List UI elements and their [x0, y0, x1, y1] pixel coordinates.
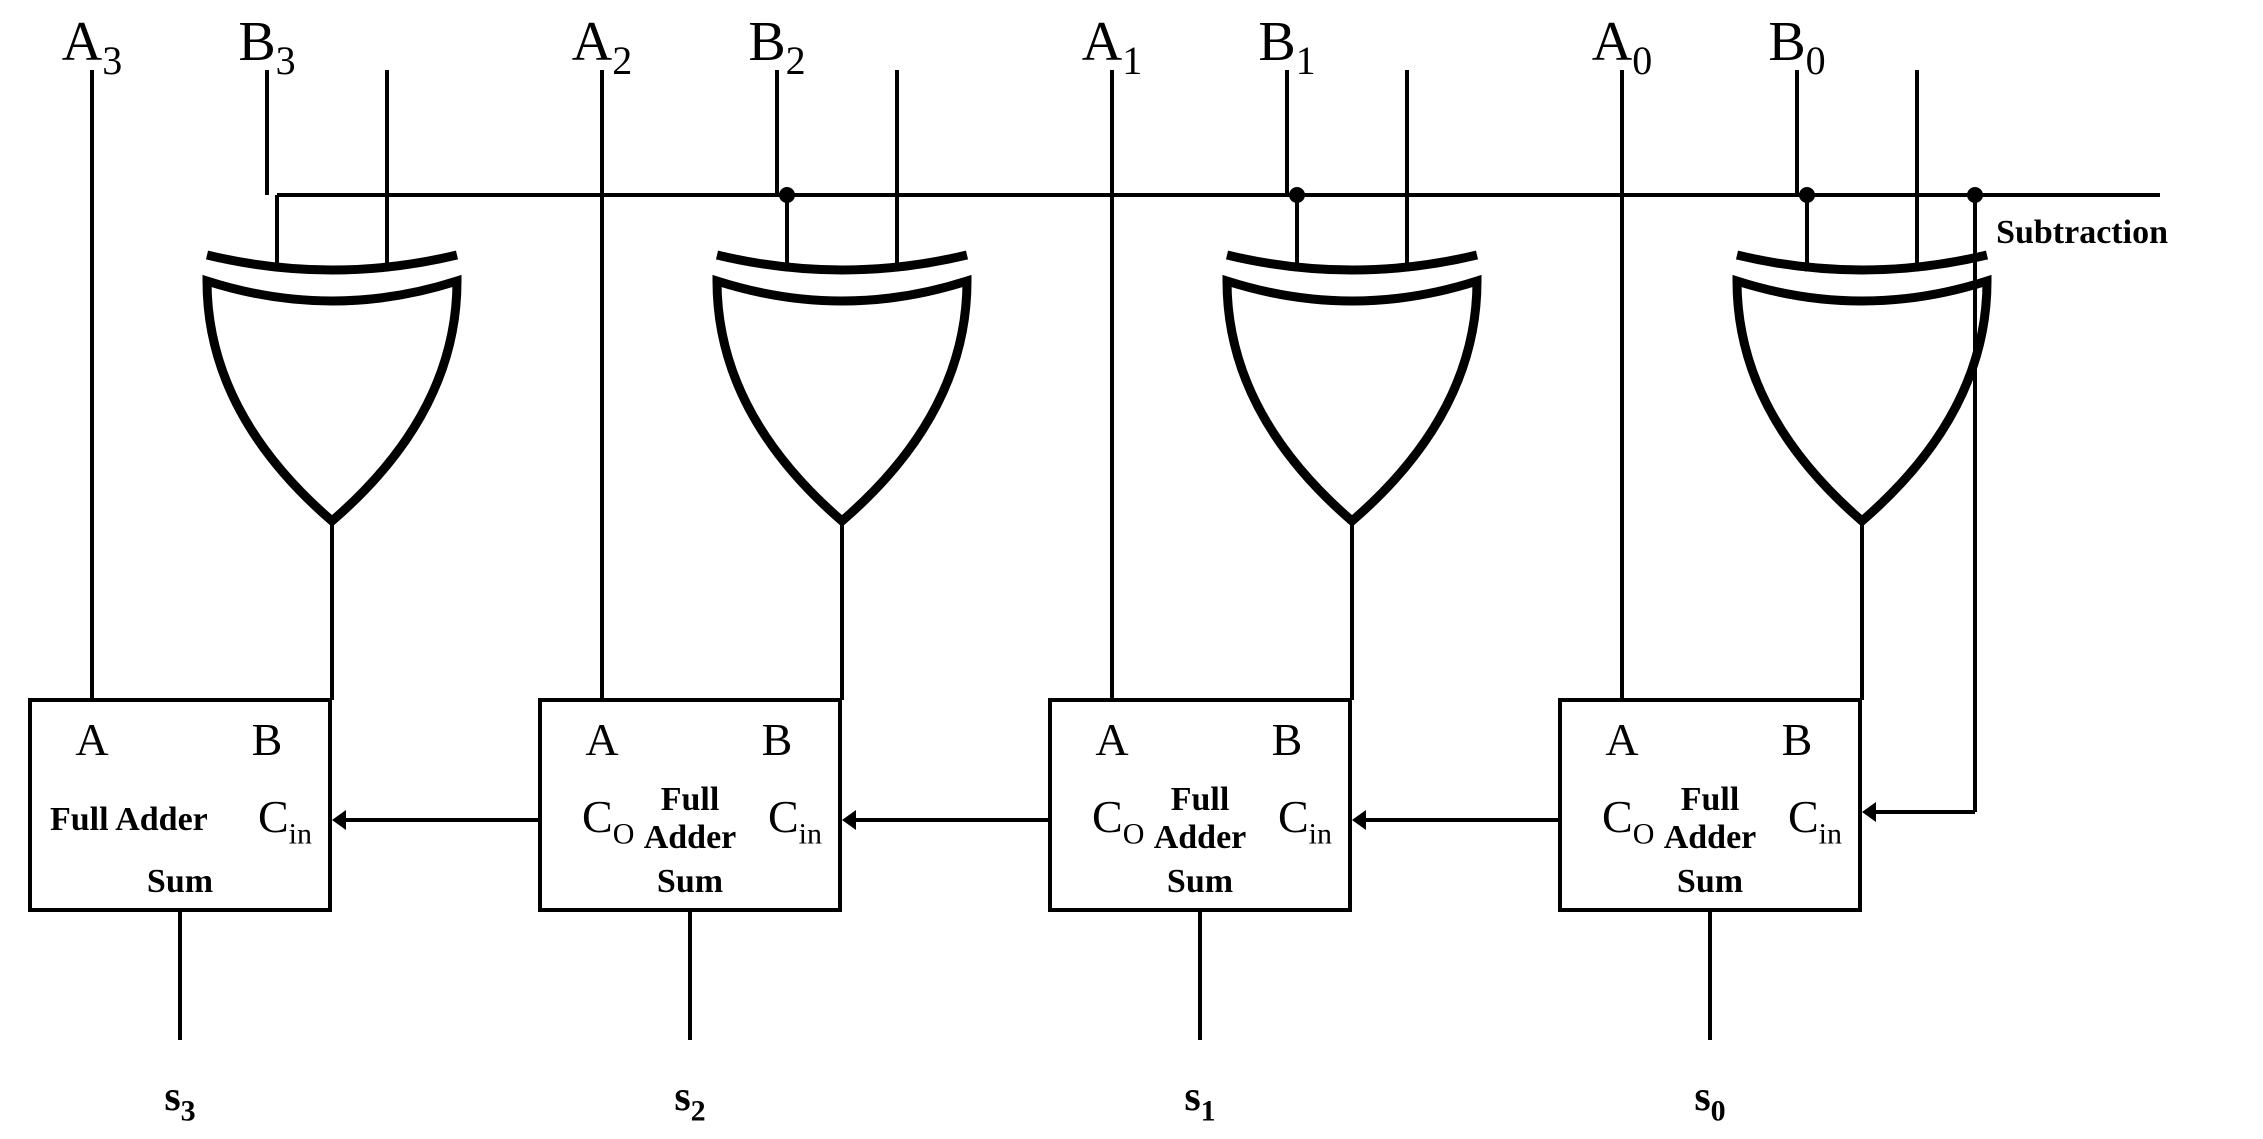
- block-title: Full: [1171, 781, 1230, 818]
- port-b: B: [1782, 714, 1813, 765]
- port-co: CO: [1602, 791, 1654, 851]
- output-s-label: s0: [1694, 1074, 1725, 1128]
- adder-subtractor-diagram: SubtractionA3B3ABFull AdderCinSums3A2B2A…: [0, 0, 2263, 1139]
- subtraction-label: Subtraction: [1996, 214, 2168, 251]
- block-title-2: Adder: [644, 819, 737, 856]
- port-a: A: [585, 714, 618, 765]
- block-title-2: Adder: [1664, 819, 1757, 856]
- block-title: Full: [661, 781, 720, 818]
- block-title-2: Adder: [1154, 819, 1247, 856]
- port-sum: Sum: [1677, 863, 1743, 900]
- port-b: B: [1272, 714, 1303, 765]
- port-a: A: [1605, 714, 1638, 765]
- port-sum: Sum: [1167, 863, 1233, 900]
- port-co: CO: [582, 791, 634, 851]
- output-s-label: s1: [1184, 1074, 1215, 1128]
- port-cin: Cin: [768, 791, 822, 851]
- port-a: A: [1095, 714, 1128, 765]
- port-co: CO: [1092, 791, 1144, 851]
- block-title: Full Adder: [50, 801, 208, 838]
- port-cin: Cin: [1278, 791, 1332, 851]
- block-title: Full: [1681, 781, 1740, 818]
- port-sum: Sum: [147, 863, 213, 900]
- port-b: B: [762, 714, 793, 765]
- port-b: B: [252, 714, 283, 765]
- port-a: A: [75, 714, 108, 765]
- output-s-label: s3: [164, 1074, 195, 1128]
- output-s-label: s2: [674, 1074, 705, 1128]
- port-sum: Sum: [657, 863, 723, 900]
- port-cin: Cin: [1788, 791, 1842, 851]
- port-cin: Cin: [258, 791, 312, 851]
